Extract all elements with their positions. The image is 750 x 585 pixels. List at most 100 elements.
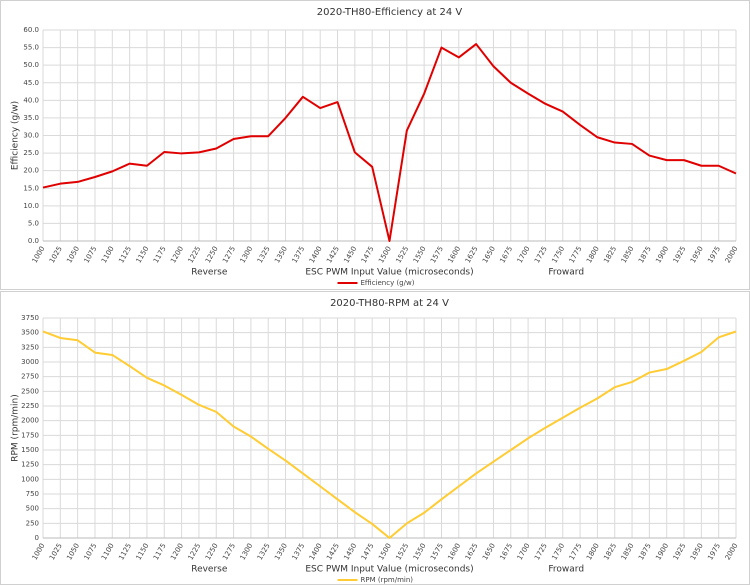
x-tick-label: 1100 [100, 245, 116, 264]
y-tick-label: 1500 [21, 446, 39, 454]
x-tick-label: 1700 [516, 542, 532, 561]
x-tick-label: 1425 [325, 245, 341, 264]
x-tick-label: 1975 [706, 245, 722, 264]
y-tick-label: 2000 [21, 417, 39, 425]
y-tick-label: 60.0 [23, 26, 39, 34]
x-tick-label: 1875 [637, 542, 653, 561]
y-tick-label: 500 [26, 505, 39, 513]
x-tick-label: 1825 [602, 542, 618, 561]
annotation: Froward [548, 268, 584, 278]
x-tick-label: 1525 [394, 542, 410, 561]
x-tick-label: 1475 [360, 245, 376, 264]
x-tick-label: 1800 [585, 245, 601, 264]
x-tick-label: 1700 [516, 245, 532, 264]
x-tick-label: 1300 [239, 542, 255, 561]
x-tick-label: 1075 [83, 245, 99, 264]
y-tick-label: 250 [26, 519, 39, 527]
x-tick-label: 2000 [724, 245, 740, 264]
x-tick-label: 1925 [672, 542, 688, 561]
x-tick-label: 1750 [550, 542, 566, 561]
x-tick-label: 1325 [256, 245, 272, 264]
y-tick-label: 2250 [21, 402, 39, 410]
y-tick-label: 750 [26, 490, 39, 498]
x-tick-label: 1950 [689, 542, 705, 561]
y-tick-label: 35.0 [23, 114, 39, 122]
x-tick-label: 1225 [187, 542, 203, 561]
x-tick-label: 1900 [654, 542, 670, 561]
y-tick-label: 5.0 [28, 219, 39, 227]
x-tick-label: 1900 [654, 245, 670, 264]
x-tick-label: 1150 [135, 542, 151, 561]
x-tick-label: 1050 [65, 542, 81, 561]
y-tick-label: 25.0 [23, 149, 39, 157]
y-tick-label: 40.0 [23, 96, 39, 104]
x-tick-label: 1475 [360, 542, 376, 561]
x-tick-label: 1225 [187, 245, 203, 264]
chart-frame [0, 291, 750, 585]
y-tick-label: 10.0 [23, 202, 39, 210]
x-axis-label: ESC PWM Input Value (microseconds) [305, 268, 473, 278]
x-tick-label: 1350 [273, 542, 289, 561]
x-tick-label: 1400 [308, 245, 324, 264]
x-tick-label: 1800 [585, 542, 601, 561]
x-tick-label: 1600 [446, 245, 462, 264]
x-tick-label: 1725 [533, 245, 549, 264]
x-tick-label: 1200 [169, 542, 185, 561]
y-tick-label: 2750 [21, 373, 39, 381]
x-tick-label: 1000 [31, 542, 47, 561]
x-tick-label: 1200 [169, 245, 185, 264]
x-tick-label: 1375 [290, 245, 306, 264]
data-line [42, 330, 737, 539]
x-tick-label: 1450 [342, 542, 358, 561]
x-tick-label: 1425 [325, 542, 341, 561]
x-axis-label: ESC PWM Input Value (microseconds) [305, 565, 473, 575]
y-tick-label: 1000 [21, 475, 39, 483]
chart-title: 2020-TH80-Efficiency at 24 V [317, 7, 463, 18]
y-tick-label: 2500 [21, 387, 39, 395]
x-tick-label: 2000 [724, 542, 740, 561]
y-tick-label: 0.0 [28, 237, 39, 245]
x-tick-label: 1850 [620, 245, 636, 264]
x-tick-label: 1025 [48, 245, 64, 264]
x-tick-label: 1175 [152, 245, 168, 264]
x-tick-label: 1550 [412, 245, 428, 264]
x-tick-label: 1300 [239, 245, 255, 264]
x-tick-label: 1025 [48, 542, 64, 561]
x-tick-label: 1675 [498, 542, 514, 561]
x-tick-label: 1175 [152, 542, 168, 561]
x-tick-label: 1675 [498, 245, 514, 264]
x-tick-label: 1625 [464, 542, 480, 561]
x-tick-label: 1325 [256, 542, 272, 561]
chart-title: 2020-TH80-RPM at 24 V [330, 298, 449, 309]
x-tick-label: 1775 [568, 245, 584, 264]
x-tick-label: 1975 [706, 542, 722, 561]
y-tick-label: 1750 [21, 431, 39, 439]
x-tick-label: 1550 [412, 542, 428, 561]
chart-frame [0, 0, 750, 290]
x-tick-label: 1500 [377, 245, 393, 264]
x-tick-label: 1275 [221, 245, 237, 264]
x-tick-label: 1950 [689, 245, 705, 264]
y-axis-label: Efficiency (g/w) [11, 101, 21, 170]
x-tick-label: 1925 [672, 245, 688, 264]
y-tick-label: 20.0 [23, 167, 39, 175]
x-tick-label: 1750 [550, 245, 566, 264]
y-tick-label: 55.0 [23, 44, 39, 52]
x-tick-label: 1625 [464, 245, 480, 264]
x-tick-label: 1725 [533, 542, 549, 561]
x-tick-label: 1275 [221, 542, 237, 561]
x-tick-label: 1825 [602, 245, 618, 264]
y-tick-label: 30.0 [23, 132, 39, 140]
x-tick-label: 1250 [204, 245, 220, 264]
y-tick-label: 50.0 [23, 61, 39, 69]
legend-label: Efficiency (g/w) [361, 279, 415, 287]
x-tick-label: 1500 [377, 542, 393, 561]
x-tick-label: 1850 [620, 542, 636, 561]
x-tick-label: 1400 [308, 542, 324, 561]
x-tick-label: 1075 [83, 542, 99, 561]
x-tick-label: 1050 [65, 245, 81, 264]
x-tick-label: 1775 [568, 542, 584, 561]
x-tick-label: 1100 [100, 542, 116, 561]
x-tick-label: 1250 [204, 542, 220, 561]
